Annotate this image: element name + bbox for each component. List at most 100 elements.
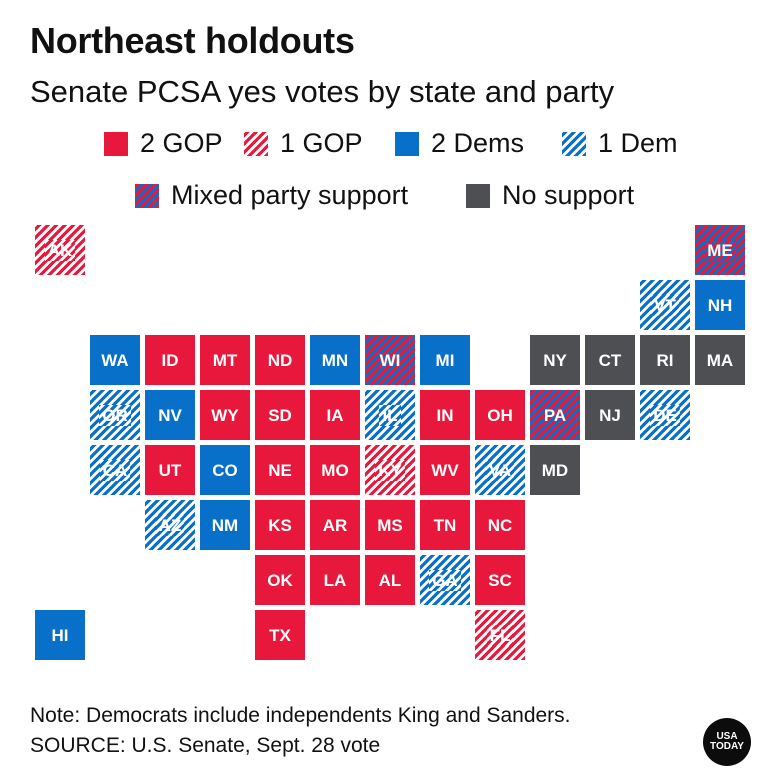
state-tile-il: IL [365, 390, 415, 440]
state-tile-ga: GA [420, 555, 470, 605]
state-label: AK [44, 239, 76, 261]
state-label: VT [651, 294, 679, 316]
state-label: VA [485, 459, 515, 481]
state-label: DE [650, 404, 680, 426]
state-tile-ma: MA [695, 335, 745, 385]
state-tile-ct: CT [585, 335, 635, 385]
state-tile-nc: NC [475, 500, 525, 550]
state-tile-nj: NJ [585, 390, 635, 440]
legend-item-1gop: 1 GOP [244, 128, 363, 159]
legend-label: 1 GOP [280, 128, 363, 158]
state-tile-mo: MO [310, 445, 360, 495]
state-tile-ri: RI [640, 335, 690, 385]
state-label: SC [488, 570, 512, 590]
state-tile-ia: IA [310, 390, 360, 440]
legend-label: 1 Dem [598, 128, 678, 158]
state-tile-ok: OK [255, 555, 305, 605]
state-tile-pa: PA [530, 390, 580, 440]
legend-swatch-2gop [104, 131, 128, 156]
state-tile-vt: VT [640, 280, 690, 330]
state-tile-mn: MN [310, 335, 360, 385]
footnote: Note: Democrats include independents Kin… [30, 704, 571, 727]
state-tile-in: IN [420, 390, 470, 440]
state-tile-mi: MI [420, 335, 470, 385]
state-tile-hi: HI [35, 610, 85, 660]
state-tile-az: AZ [145, 500, 195, 550]
state-tile-nd: ND [255, 335, 305, 385]
state-label: NE [268, 460, 292, 480]
state-tile-or: OR [90, 390, 140, 440]
state-tile-nv: NV [145, 390, 195, 440]
usa-today-logo: USA TODAY [703, 718, 751, 766]
page-title: Northeast holdouts [30, 20, 355, 61]
state-label: MN [321, 350, 349, 370]
legend-label: 2 Dems [431, 128, 525, 158]
state-label: IA [326, 405, 344, 425]
legend-swatch-1dem [562, 131, 586, 156]
legend-item-1dem: 1 Dem [562, 128, 678, 159]
state-label: CA [99, 459, 131, 481]
state-label: LA [323, 570, 347, 590]
state-tile-ny: NY [530, 335, 580, 385]
legend-item-none: No support [466, 180, 634, 211]
state-label: HI [51, 625, 69, 645]
state-tile-nh: NH [695, 280, 745, 330]
state-label: NY [543, 350, 567, 370]
state-label: MT [212, 350, 238, 370]
state-tile-va: VA [475, 445, 525, 495]
state-label: MO [321, 460, 349, 480]
page-subtitle: Senate PCSA yes votes by state and party [30, 74, 615, 109]
state-label: UT [158, 460, 182, 480]
state-tile-ne: NE [255, 445, 305, 495]
legend-label: Mixed party support [171, 180, 409, 210]
legend-swatch-2dem [395, 131, 419, 156]
state-label: WY [211, 405, 239, 425]
state-tile-ms: MS [365, 500, 415, 550]
state-tile-fl: FL [475, 610, 525, 660]
state-label: ME [704, 239, 736, 261]
state-label: SD [268, 405, 292, 425]
state-label: MS [377, 515, 403, 535]
state-tile-ut: UT [145, 445, 195, 495]
logo-line-2: TODAY [710, 741, 744, 752]
logo-line-1: USA [716, 731, 738, 742]
state-label: GA [429, 569, 461, 591]
state-label: KS [268, 515, 292, 535]
state-label: WA [101, 350, 129, 370]
state-label: NV [158, 405, 182, 425]
state-label: KY [375, 459, 405, 481]
state-label: NH [707, 295, 733, 315]
state-tile-ca: CA [90, 445, 140, 495]
state-label: AL [378, 570, 402, 590]
state-label: MA [706, 350, 734, 370]
legend-item-2dem: 2 Dems [395, 128, 524, 159]
state-label: CO [212, 460, 238, 480]
state-label: OK [267, 570, 293, 590]
state-label: ID [161, 350, 179, 370]
state-tile-la: LA [310, 555, 360, 605]
state-label: CT [598, 350, 622, 370]
state-label: IN [436, 405, 454, 425]
legend-item-2gop: 2 GOP [104, 128, 223, 159]
state-label: NC [487, 515, 513, 535]
state-tile-wi: WI [365, 335, 415, 385]
state-tile-nm: NM [200, 500, 250, 550]
state-tile-mt: MT [200, 335, 250, 385]
state-label: FL [486, 624, 514, 646]
state-tile-al: AL [365, 555, 415, 605]
state-label: WV [431, 460, 459, 480]
state-label: RI [656, 350, 674, 370]
state-tile-sc: SC [475, 555, 525, 605]
legend-swatch-mixed [135, 183, 159, 208]
source-line: SOURCE: U.S. Senate, Sept. 28 vote [30, 734, 381, 757]
legend-label: 2 GOP [140, 128, 223, 158]
state-tile-wa: WA [90, 335, 140, 385]
legend-item-mixed: Mixed party support [135, 180, 408, 211]
state-tile-ks: KS [255, 500, 305, 550]
state-label: AZ [155, 514, 185, 536]
state-tile-tn: TN [420, 500, 470, 550]
legend-swatch-1gop [244, 131, 268, 156]
legend-swatch-none [466, 183, 490, 208]
state-label: NJ [599, 405, 621, 425]
